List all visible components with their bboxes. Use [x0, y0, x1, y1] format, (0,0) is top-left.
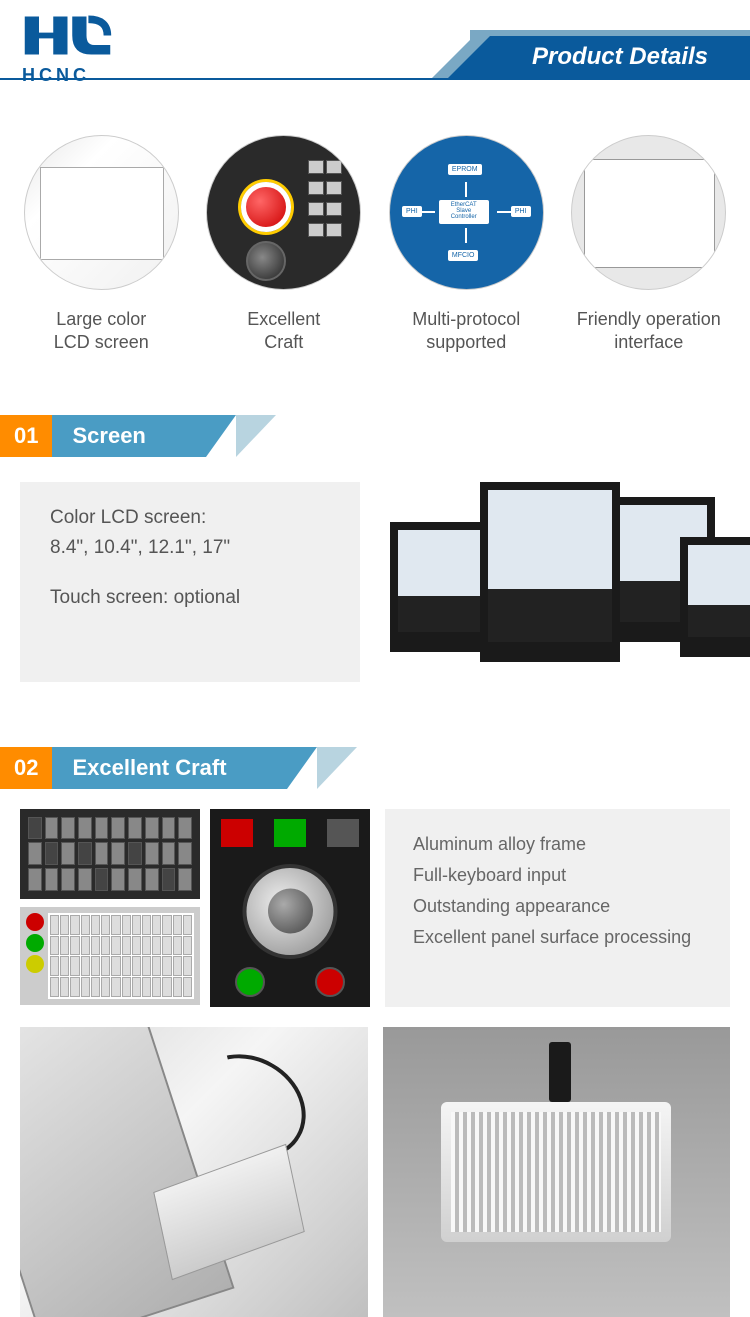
product-photo-1 [20, 1027, 368, 1317]
section-02-body: Aluminum alloy frame Full-keyboard input… [0, 789, 750, 1027]
section-title: Screen [52, 415, 205, 457]
protocol-diagram-icon: EPROM EtherCAT Slave Controller PHI PHI … [389, 135, 544, 290]
hcnc-logo-icon [20, 8, 115, 63]
keyboard-panel-image [20, 809, 200, 899]
features-row: Large colorLCD screen ExcellentCraft EPR… [0, 80, 750, 375]
control-panel-icon [206, 135, 361, 290]
section-number: 02 [0, 747, 52, 789]
feature-interface: Friendly operationinterface [563, 135, 736, 355]
feature-label: Friendly operationinterface [563, 308, 736, 355]
feature-label: Multi-protocolsupported [380, 308, 553, 355]
feature-label: Large colorLCD screen [15, 308, 188, 355]
section-02-header: 02 Excellent Craft [0, 747, 750, 789]
craft-line: Aluminum alloy frame [413, 834, 702, 855]
craft-text-card: Aluminum alloy frame Full-keyboard input… [385, 809, 730, 1007]
craft-line: Excellent panel surface processing [413, 927, 702, 948]
dial-panel-image [210, 809, 370, 1007]
feature-lcd: Large colorLCD screen [15, 135, 188, 355]
craft-line: Full-keyboard input [413, 865, 702, 886]
lcd-screen-icon [24, 135, 179, 290]
craft-panels [20, 809, 370, 1007]
feature-protocol: EPROM EtherCAT Slave Controller PHI PHI … [380, 135, 553, 355]
control-panel-image [20, 907, 200, 1005]
page-header: HCNC Product Details [0, 0, 750, 80]
screen-info-card: Color LCD screen: 8.4", 10.4", 12.1", 17… [20, 482, 360, 682]
craft-line: Outstanding appearance [413, 896, 702, 917]
info-line: 8.4", 10.4", 12.1", 17" [50, 537, 330, 559]
feature-label: ExcellentCraft [198, 308, 371, 355]
section-number: 01 [0, 415, 52, 457]
product-photo-2 [383, 1027, 731, 1317]
section-title: Excellent Craft [52, 747, 286, 789]
banner-title: Product Details [490, 36, 750, 78]
section-01-header: 01 Screen [0, 415, 750, 457]
info-line: Color LCD screen: [50, 507, 330, 529]
info-line: Touch screen: optional [50, 587, 330, 609]
section-01-body: Color LCD screen: 8.4", 10.4", 12.1", 17… [0, 457, 750, 707]
feature-craft: ExcellentCraft [198, 135, 371, 355]
screens-image [390, 482, 730, 682]
interface-screen-icon [571, 135, 726, 290]
photo-row [0, 1027, 750, 1317]
